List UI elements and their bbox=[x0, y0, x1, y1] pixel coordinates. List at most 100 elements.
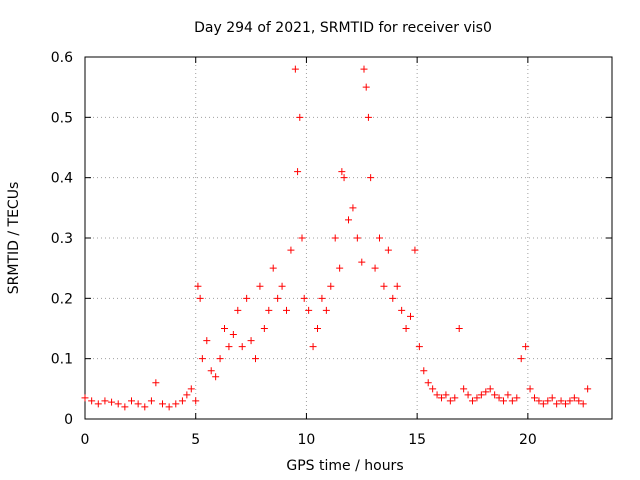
data-point bbox=[491, 391, 499, 399]
data-point bbox=[367, 174, 375, 182]
data-point bbox=[238, 343, 246, 351]
data-point bbox=[460, 385, 468, 393]
data-point bbox=[252, 355, 259, 363]
y-tick-label: 0.4 bbox=[51, 171, 73, 187]
y-tick-label: 0.6 bbox=[51, 50, 73, 66]
y-axis-title: SRMTID / TECUs bbox=[6, 182, 22, 295]
data-point bbox=[517, 355, 525, 363]
data-point bbox=[178, 397, 186, 405]
data-point bbox=[203, 337, 211, 345]
x-tick-label: 15 bbox=[408, 432, 426, 448]
axis-ticks bbox=[84, 56, 612, 420]
x-tick-label: 0 bbox=[81, 432, 90, 448]
data-point bbox=[314, 325, 321, 332]
data-point bbox=[384, 246, 392, 254]
data-point bbox=[539, 400, 547, 408]
data-point bbox=[147, 397, 155, 405]
data-point bbox=[482, 388, 490, 396]
data-point bbox=[455, 325, 463, 332]
data-point bbox=[562, 400, 569, 408]
data-point bbox=[88, 397, 96, 405]
data-point bbox=[579, 400, 587, 408]
data-point bbox=[81, 394, 89, 402]
data-point bbox=[402, 325, 410, 332]
data-point bbox=[128, 397, 135, 405]
y-tick-label: 0.5 bbox=[51, 110, 73, 126]
data-point bbox=[415, 343, 423, 351]
data-point bbox=[331, 234, 339, 242]
x-tick-label: 20 bbox=[519, 432, 537, 448]
data-point bbox=[327, 282, 335, 290]
chart-title: Day 294 of 2021, SRMTID for receiver vis… bbox=[194, 20, 492, 36]
data-point bbox=[247, 337, 255, 345]
data-point bbox=[172, 400, 180, 408]
data-point bbox=[309, 343, 317, 351]
data-point bbox=[294, 168, 302, 176]
data-point bbox=[557, 397, 565, 405]
data-point bbox=[234, 306, 242, 314]
data-point bbox=[553, 400, 561, 408]
data-point bbox=[152, 379, 160, 387]
plot-frame bbox=[84, 56, 613, 420]
data-point bbox=[508, 397, 516, 405]
data-point bbox=[298, 234, 306, 242]
data-point bbox=[544, 397, 552, 405]
data-point bbox=[221, 325, 228, 332]
data-point bbox=[134, 400, 142, 408]
data-point bbox=[531, 394, 538, 402]
data-point bbox=[225, 343, 233, 351]
data-point bbox=[584, 385, 592, 393]
data-point bbox=[442, 391, 450, 399]
data-point bbox=[216, 355, 224, 363]
data-point bbox=[318, 294, 326, 302]
y-tick-label: 0.3 bbox=[51, 231, 73, 247]
data-point bbox=[526, 385, 534, 393]
data-point bbox=[265, 306, 273, 314]
data-point bbox=[575, 397, 583, 405]
data-point bbox=[389, 294, 397, 302]
data-point bbox=[469, 397, 476, 405]
data-point bbox=[194, 282, 202, 290]
data-point bbox=[322, 306, 330, 314]
data-point bbox=[424, 379, 432, 387]
data-point bbox=[548, 394, 556, 402]
data-point bbox=[438, 394, 445, 402]
data-point bbox=[398, 306, 406, 314]
data-point bbox=[108, 398, 116, 406]
data-point bbox=[364, 113, 372, 121]
data-point bbox=[429, 385, 437, 393]
data-point bbox=[464, 391, 472, 399]
data-point bbox=[114, 400, 122, 408]
data-point bbox=[278, 282, 286, 290]
data-point bbox=[393, 282, 401, 290]
data-point bbox=[183, 391, 191, 399]
data-point bbox=[340, 174, 348, 182]
data-point bbox=[420, 367, 428, 375]
data-point bbox=[362, 83, 370, 91]
data-point bbox=[165, 403, 173, 411]
data-point bbox=[305, 306, 313, 314]
data-point bbox=[243, 294, 251, 302]
data-point bbox=[380, 282, 388, 290]
data-point bbox=[336, 264, 344, 272]
data-point bbox=[212, 373, 220, 381]
y-tick-labels: 0 0.1 0.2 0.3 0.4 0.5 0.6 bbox=[51, 50, 73, 428]
y-tick-label: 0.1 bbox=[51, 352, 73, 368]
data-point bbox=[296, 113, 304, 121]
data-point bbox=[121, 403, 129, 411]
data-point bbox=[495, 394, 503, 402]
x-axis-title: GPS time / hours bbox=[286, 458, 403, 474]
data-point bbox=[198, 355, 206, 363]
x-tick-label: 5 bbox=[191, 432, 200, 448]
data-point bbox=[338, 168, 346, 176]
data-point bbox=[159, 400, 166, 408]
data-points bbox=[81, 65, 592, 411]
data-point bbox=[269, 264, 277, 272]
data-point bbox=[570, 394, 578, 402]
data-point bbox=[274, 294, 282, 302]
data-point bbox=[300, 294, 308, 302]
x-tick-labels: 0 5 10 15 20 bbox=[81, 432, 537, 448]
data-point bbox=[283, 306, 290, 314]
data-point bbox=[446, 397, 454, 405]
